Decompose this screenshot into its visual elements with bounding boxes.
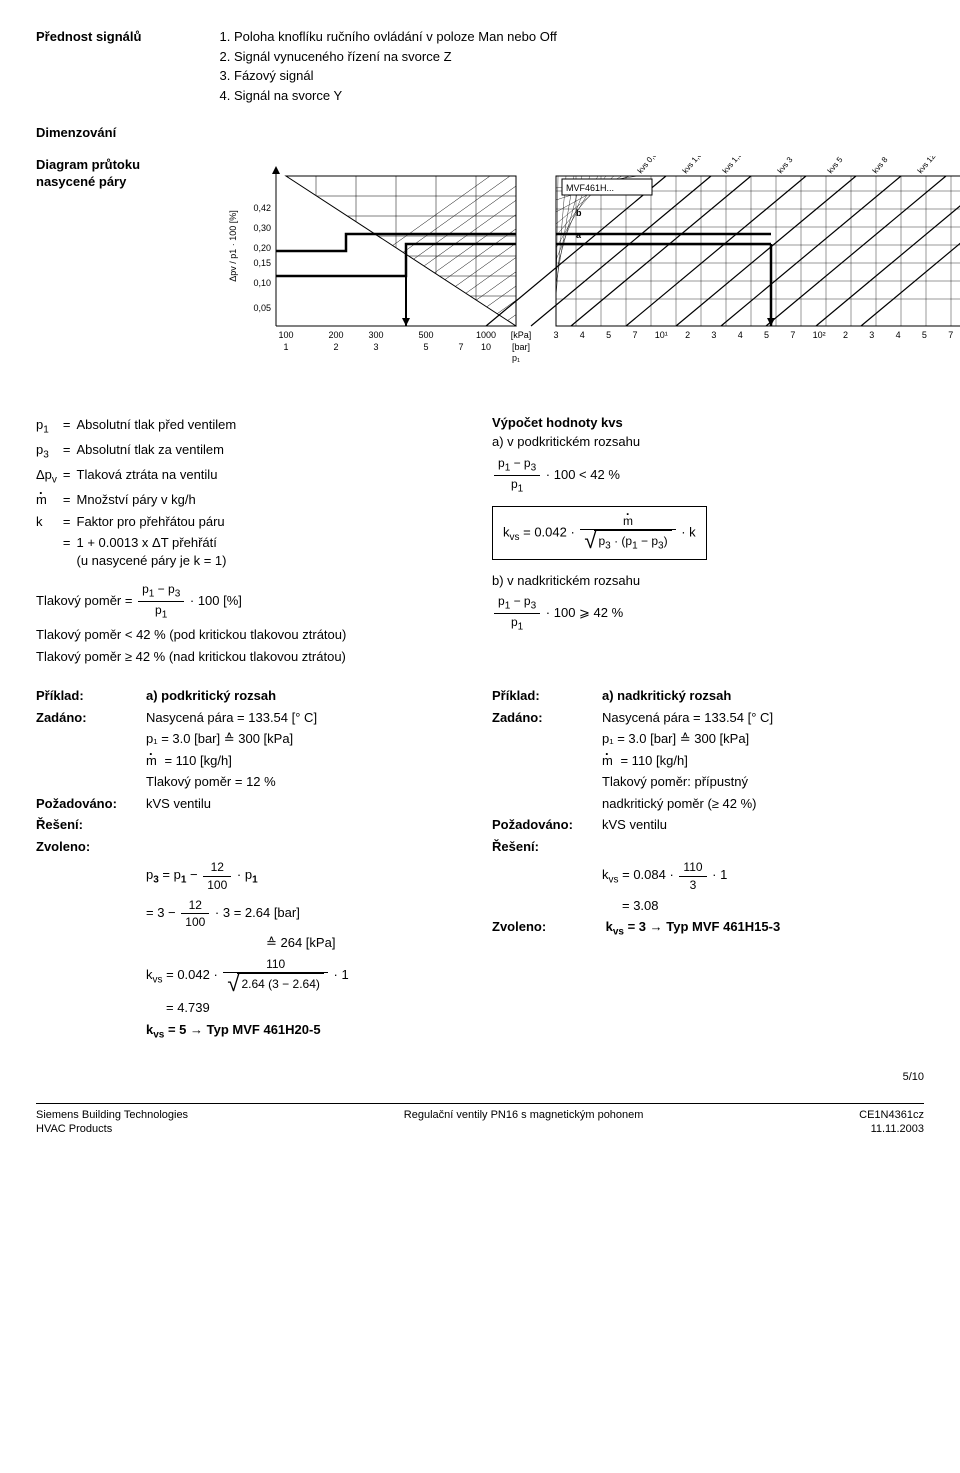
svg-text:2: 2 [333,342,338,352]
svg-text:3: 3 [711,330,716,340]
svg-text:5: 5 [423,342,428,352]
svg-text:kvs 5: kvs 5 [826,156,845,175]
calc-b-title: b) v nadkritickém rozsahu [492,572,924,590]
svg-text:200: 200 [328,330,343,340]
priority-item: Fázový signál [234,67,924,85]
definitions-and-calc: p1=Absolutní tlak před ventilem p3=Absol… [36,414,924,665]
svg-text:[bar]: [bar] [512,342,530,352]
svg-text:[kPa]: [kPa] [511,330,532,340]
svg-text:500: 500 [418,330,433,340]
svg-text:100: 100 [278,330,293,340]
def-p3: Absolutní tlak za ventilem [77,439,243,464]
footer-rule [36,1103,924,1104]
p3-eq: p3 = p1 − 12100 · p1 [146,859,468,892]
svg-text:kvs 3: kvs 3 [776,156,795,175]
calc-b-cond: p1 − p3p1 · 100 ⩾ 42 % [492,593,924,634]
svg-text:0,20: 0,20 [253,243,271,253]
svg-text:7: 7 [790,330,795,340]
svg-text:5: 5 [922,330,927,340]
svg-text:4: 4 [580,330,585,340]
def-k: Faktor pro přehřátou páru [77,511,243,533]
footer-left-1: Siemens Building Technologies [36,1108,188,1123]
diagram-title-2: nasycené páry [36,173,216,191]
svg-text:10²: 10² [813,330,826,340]
def-k-formula: 1 + 0.0013 x ΔT přehřátí [77,535,217,550]
svg-text:7: 7 [632,330,637,340]
footer-right-1: CE1N4361cz [859,1108,924,1123]
diagram-title-1: Diagram průtoku [36,156,216,174]
example-left: Příklad:a) podkritický rozsah Zadáno:Nas… [36,683,468,1046]
svg-text:300: 300 [368,330,383,340]
svg-text:1: 1 [283,342,288,352]
def-dpv: Tlaková ztráta na ventilu [77,464,243,489]
svg-text:kvs 1,0: kvs 1,0 [681,156,705,175]
svg-text:5: 5 [764,330,769,340]
svg-text:5: 5 [606,330,611,340]
ratio-formula: Tlakový poměr = p1 − p3p1 · 100 [%] [36,581,468,622]
def-k-note: (u nasycené páry je k = 1) [77,553,227,568]
priority-label: Přednost signálů [36,28,216,46]
kvs-right: kvs = 0.084 · 1103 · 1 [602,859,924,892]
svg-text:7: 7 [948,330,953,340]
definitions-col: p1=Absolutní tlak před ventilem p3=Absol… [36,414,468,665]
svg-text:kvs 8: kvs 8 [871,156,890,175]
kvs-left: kvs = 0.042 · 110 √2.64 (3 − 2.64) · 1 [146,956,468,995]
svg-text:3: 3 [553,330,558,340]
svg-text:Δpv / p1 · 100 [%]: Δpv / p1 · 100 [%] [228,210,238,282]
final-left: kvs = 5 → Typ MVF 461H20-5 [146,1021,468,1042]
priority-section: Přednost signálů Poloha knoflíku ručního… [36,28,924,106]
svg-text:kvs 1,5: kvs 1,5 [721,156,745,175]
calc-col: Výpočet hodnoty kvs a) v podkritickém ro… [492,414,924,665]
ratio-sub2: Tlakový poměr ≥ 42 % (nad kritickou tlak… [36,648,468,666]
dimensioning-heading: Dimenzování [36,124,924,142]
p3-eq2: = 3 − 12100 · 3 = 2.64 [bar] [146,897,468,930]
footer-right-2: 11.11.2003 [859,1122,924,1137]
svg-text:p₁: p₁ [512,353,520,363]
svg-text:0,42: 0,42 [253,203,271,213]
calc-a-title: a) v podkritickém rozsahu [492,433,924,451]
priority-list: Poloha knoflíku ručního ovládání v poloz… [216,28,924,104]
example-right: Příklad:a) nadkritický rozsah Zadáno:Nas… [492,683,924,1046]
svg-text:3: 3 [869,330,874,340]
definitions-table: p1=Absolutní tlak před ventilem p3=Absol… [36,414,242,571]
example-label-left: Příklad: [36,687,146,705]
svg-text:10: 10 [481,342,491,352]
diagram-section: Diagram průtoku nasycené páry [36,156,924,396]
svg-text:0,05: 0,05 [253,303,271,313]
svg-text:b: b [576,208,582,218]
page-number: 5/10 [36,1070,924,1085]
calc-title: Výpočet hodnoty kvs [492,414,924,432]
svg-text:7: 7 [458,342,463,352]
flow-chart: 0,42 0,30 0,20 0,15 0,10 0,05 Δpv / p1 · 100 … [216,156,960,396]
svg-text:10¹: 10¹ [655,330,668,340]
svg-text:kvs 12: kvs 12 [916,156,938,175]
svg-text:kvs 0,6: kvs 0,6 [636,156,660,175]
footer-left-2: HVAC Products [36,1122,188,1137]
footer: Siemens Building Technologies HVAC Produ… [36,1108,924,1138]
priority-item: Signál na svorce Y [234,87,924,105]
svg-text:4: 4 [738,330,743,340]
svg-text:4: 4 [896,330,901,340]
svg-text:MVF461H...: MVF461H... [566,183,614,193]
svg-text:2: 2 [685,330,690,340]
svg-text:2: 2 [843,330,848,340]
priority-item: Signál vynuceného řízení na svorce Z [234,48,924,66]
footer-mid: Regulační ventily PN16 s magnetickým poh… [404,1108,644,1138]
svg-text:0,15: 0,15 [253,258,271,268]
svg-text:0,10: 0,10 [253,278,271,288]
def-p1: Absolutní tlak před ventilem [77,414,243,439]
svg-text:1000: 1000 [476,330,496,340]
def-m: Množství páry v kg/h [77,489,243,511]
calc-a-formula: kvs = 0.042 · m√p3 · (p1 − p3) · k [492,506,707,560]
example-label-right: Příklad: [492,687,602,705]
svg-text:0,30: 0,30 [253,223,271,233]
ratio-sub1: Tlakový poměr < 42 % (pod kritickou tlak… [36,626,468,644]
calc-a-cond: p1 − p3p1 · 100 < 42 % [492,455,924,496]
examples-row: Příklad:a) podkritický rozsah Zadáno:Nas… [36,683,924,1046]
svg-text:3: 3 [373,342,378,352]
priority-item: Poloha knoflíku ručního ovládání v poloz… [234,28,924,46]
